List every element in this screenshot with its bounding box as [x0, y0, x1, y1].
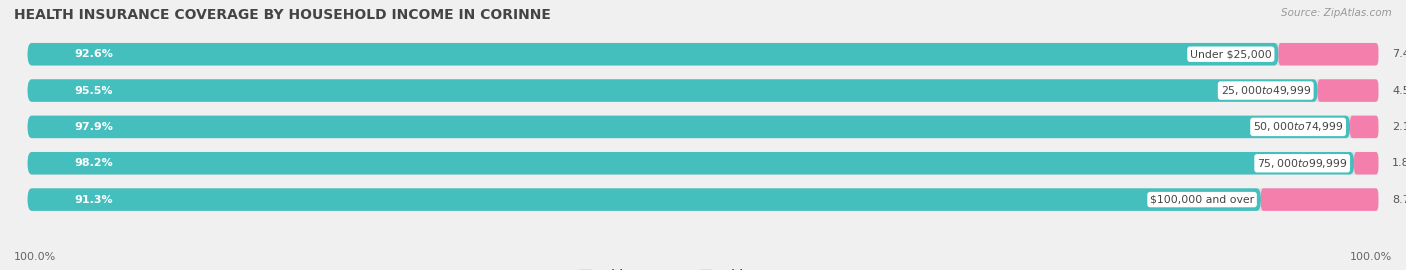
- Text: HEALTH INSURANCE COVERAGE BY HOUSEHOLD INCOME IN CORINNE: HEALTH INSURANCE COVERAGE BY HOUSEHOLD I…: [14, 8, 551, 22]
- FancyBboxPatch shape: [1317, 79, 1378, 102]
- Text: 7.4%: 7.4%: [1392, 49, 1406, 59]
- FancyBboxPatch shape: [28, 79, 1317, 102]
- Legend: With Coverage, Without Coverage: With Coverage, Without Coverage: [579, 269, 827, 270]
- Text: 91.3%: 91.3%: [75, 195, 114, 205]
- Text: 92.6%: 92.6%: [75, 49, 114, 59]
- Text: 8.7%: 8.7%: [1392, 195, 1406, 205]
- FancyBboxPatch shape: [28, 188, 1378, 211]
- Text: 100.0%: 100.0%: [1350, 252, 1392, 262]
- Text: 97.9%: 97.9%: [75, 122, 114, 132]
- Text: 1.8%: 1.8%: [1392, 158, 1406, 168]
- Text: $75,000 to $99,999: $75,000 to $99,999: [1257, 157, 1347, 170]
- FancyBboxPatch shape: [28, 188, 1261, 211]
- Text: 98.2%: 98.2%: [75, 158, 114, 168]
- FancyBboxPatch shape: [1261, 188, 1378, 211]
- FancyBboxPatch shape: [28, 43, 1278, 65]
- FancyBboxPatch shape: [28, 152, 1378, 174]
- FancyBboxPatch shape: [1278, 43, 1378, 65]
- Text: $25,000 to $49,999: $25,000 to $49,999: [1220, 84, 1310, 97]
- FancyBboxPatch shape: [28, 43, 1378, 65]
- Text: $50,000 to $74,999: $50,000 to $74,999: [1253, 120, 1343, 133]
- Text: Under $25,000: Under $25,000: [1189, 49, 1271, 59]
- FancyBboxPatch shape: [1354, 152, 1378, 174]
- Text: $100,000 and over: $100,000 and over: [1150, 195, 1254, 205]
- Text: 95.5%: 95.5%: [75, 86, 114, 96]
- Text: Source: ZipAtlas.com: Source: ZipAtlas.com: [1281, 8, 1392, 18]
- Text: 4.5%: 4.5%: [1392, 86, 1406, 96]
- FancyBboxPatch shape: [28, 152, 1354, 174]
- FancyBboxPatch shape: [1350, 116, 1378, 138]
- Text: 2.1%: 2.1%: [1392, 122, 1406, 132]
- FancyBboxPatch shape: [28, 116, 1378, 138]
- Text: 100.0%: 100.0%: [14, 252, 56, 262]
- FancyBboxPatch shape: [28, 116, 1350, 138]
- FancyBboxPatch shape: [28, 79, 1378, 102]
